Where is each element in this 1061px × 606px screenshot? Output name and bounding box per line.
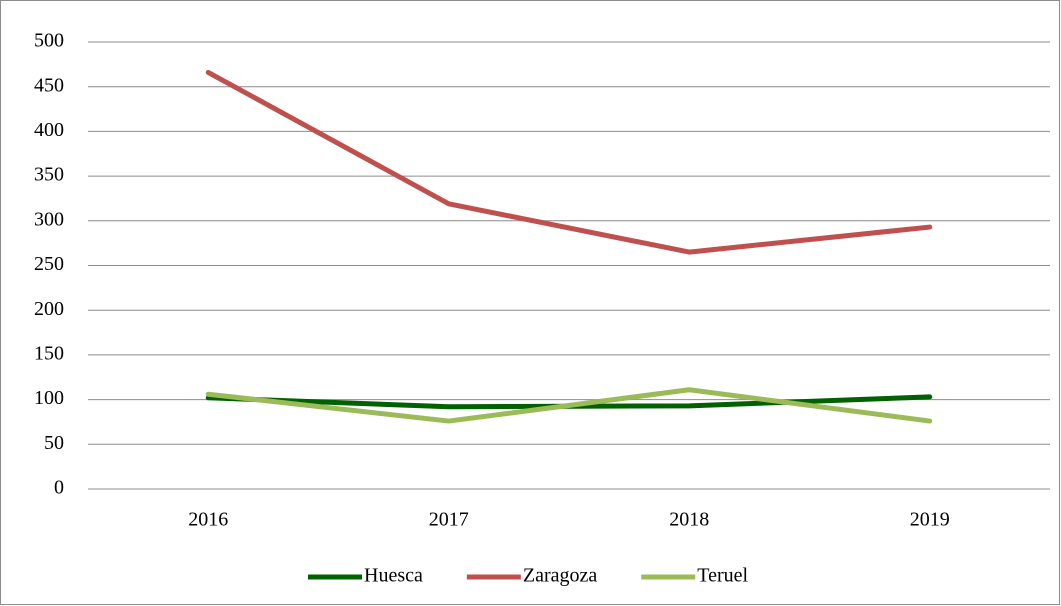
y-tick-label: 350 xyxy=(34,164,64,186)
x-tick-label: 2019 xyxy=(910,509,950,531)
y-tick-label: 300 xyxy=(34,208,64,230)
y-tick-label: 250 xyxy=(34,253,64,275)
legend-label: Huesca xyxy=(364,565,423,587)
series-line xyxy=(205,69,933,255)
y-tick-label: 50 xyxy=(44,432,64,454)
y-tick-label: 150 xyxy=(34,342,64,364)
y-tick-label: 0 xyxy=(54,477,64,499)
x-tick-label: 2018 xyxy=(669,509,709,531)
y-tick-label: 200 xyxy=(34,298,64,320)
y-tick-label: 100 xyxy=(34,387,64,409)
legend-label: Teruel xyxy=(697,565,748,587)
y-tick-label: 450 xyxy=(34,74,64,96)
x-tick-label: 2017 xyxy=(429,509,469,531)
legend-label: Zaragoza xyxy=(523,565,598,587)
y-tick-label: 400 xyxy=(34,119,64,141)
series-line xyxy=(205,387,933,424)
y-tick-label: 500 xyxy=(34,30,64,52)
x-tick-label: 2016 xyxy=(188,509,228,531)
